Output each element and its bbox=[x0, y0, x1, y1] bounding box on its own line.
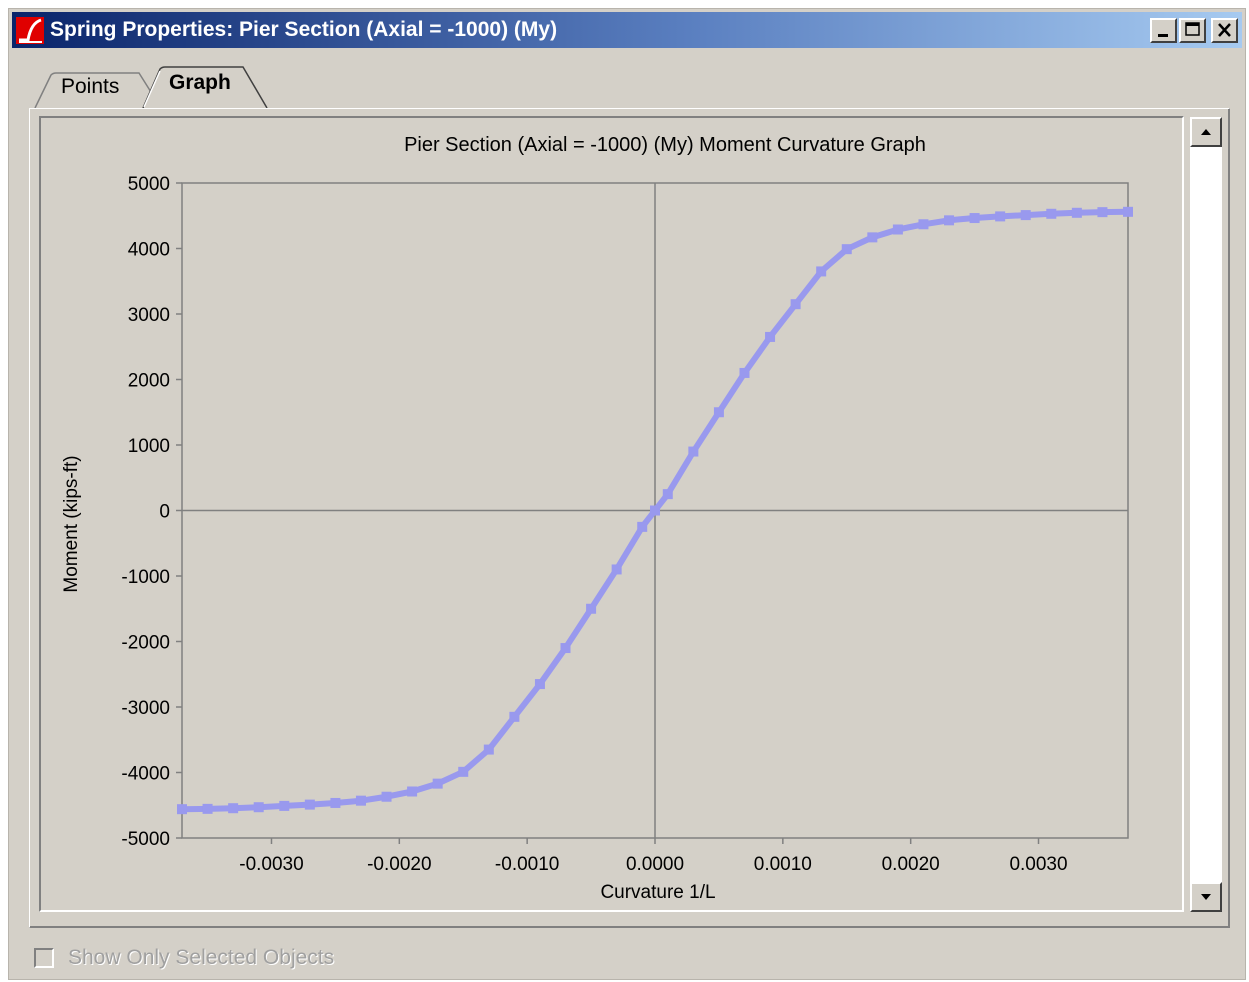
maximize-icon bbox=[1185, 22, 1200, 36]
data-point-marker bbox=[1046, 208, 1057, 219]
show-only-selected-label: Show Only Selected Objects bbox=[68, 946, 335, 969]
title-bar[interactable]: Spring Properties: Pier Section (Axial =… bbox=[12, 12, 1242, 48]
data-point-marker bbox=[355, 795, 366, 806]
data-point-marker bbox=[458, 766, 469, 777]
x-tick-label: 0.0030 bbox=[1009, 854, 1067, 875]
show-only-selected-checkbox[interactable] bbox=[34, 948, 54, 968]
tab-graph-label: Graph bbox=[169, 71, 231, 94]
data-point-marker bbox=[611, 564, 622, 575]
data-point-marker bbox=[509, 711, 520, 722]
y-tick-label: 2000 bbox=[128, 371, 170, 392]
data-point-marker bbox=[560, 643, 571, 654]
data-point-marker bbox=[637, 521, 648, 532]
tab-points-label: Points bbox=[61, 75, 120, 98]
moment-curvature-chart: Pier Section (Axial = -1000) (My) Moment… bbox=[61, 134, 1133, 903]
x-tick-label: 0.0020 bbox=[882, 854, 940, 875]
data-point-marker bbox=[918, 219, 929, 230]
x-tick-label: -0.0020 bbox=[367, 854, 431, 875]
minimize-button[interactable] bbox=[1150, 18, 1177, 43]
data-point-marker bbox=[739, 367, 750, 378]
data-point-marker bbox=[867, 232, 878, 243]
data-point-marker bbox=[1097, 207, 1108, 218]
data-point-marker bbox=[483, 744, 494, 755]
y-tick-label: -3000 bbox=[121, 698, 170, 719]
data-point-marker bbox=[765, 331, 776, 342]
arrow-up-icon bbox=[1201, 129, 1211, 135]
tab-points[interactable]: Points bbox=[49, 71, 149, 107]
close-icon bbox=[1218, 23, 1231, 37]
minimize-icon bbox=[1158, 34, 1168, 37]
x-axis-label: Curvature 1/L bbox=[600, 882, 715, 903]
scroll-up-button[interactable] bbox=[1190, 117, 1222, 147]
x-tick-label: -0.0030 bbox=[239, 854, 303, 875]
data-point-marker bbox=[330, 797, 341, 808]
tab-strip bbox=[34, 66, 268, 109]
chart-title: Pier Section (Axial = -1000) (My) Moment… bbox=[404, 134, 926, 156]
app-logo-icon bbox=[16, 17, 44, 44]
data-point-marker bbox=[177, 804, 187, 815]
data-point-marker bbox=[1071, 207, 1082, 218]
y-axis-label: Moment (kips-ft) bbox=[61, 455, 82, 592]
data-point-marker bbox=[1020, 210, 1031, 221]
y-tick-label: -2000 bbox=[121, 633, 170, 654]
tab-graph[interactable]: Graph bbox=[154, 65, 259, 107]
data-point-marker bbox=[713, 407, 724, 418]
data-point-marker bbox=[892, 224, 903, 235]
y-tick-label: 0 bbox=[159, 502, 170, 523]
data-point-marker bbox=[202, 803, 213, 814]
y-tick-label: 1000 bbox=[128, 436, 170, 457]
close-button[interactable] bbox=[1211, 18, 1238, 43]
data-point-marker bbox=[534, 679, 545, 690]
x-tick-label: 0.0010 bbox=[754, 854, 812, 875]
data-point-marker bbox=[586, 603, 597, 614]
y-tick-label: -1000 bbox=[121, 567, 170, 588]
data-point-marker bbox=[969, 213, 980, 224]
vertical-scrollbar[interactable] bbox=[1189, 116, 1223, 913]
data-point-marker bbox=[304, 799, 315, 810]
data-point-marker bbox=[1123, 206, 1133, 217]
data-point-marker bbox=[432, 778, 443, 789]
chart-frame: Pier Section (Axial = -1000) (My) Moment… bbox=[39, 116, 1184, 912]
data-point-marker bbox=[650, 505, 660, 516]
data-point-marker bbox=[228, 803, 239, 814]
data-point-marker bbox=[944, 215, 955, 226]
window-title: Spring Properties: Pier Section (Axial =… bbox=[50, 18, 558, 41]
data-point-marker bbox=[995, 211, 1006, 222]
x-tick-label: 0.0000 bbox=[626, 854, 684, 875]
y-tick-label: -4000 bbox=[121, 764, 170, 785]
y-tick-label: -5000 bbox=[121, 829, 170, 850]
y-tick-label: 5000 bbox=[128, 174, 170, 195]
data-point-marker bbox=[381, 791, 392, 802]
data-point-marker bbox=[790, 299, 801, 310]
y-tick-label: 3000 bbox=[128, 305, 170, 326]
arrow-down-icon bbox=[1201, 894, 1211, 900]
spring-properties-window: Spring Properties: Pier Section (Axial =… bbox=[8, 8, 1246, 980]
y-tick-label: 4000 bbox=[128, 240, 170, 261]
scroll-down-button[interactable] bbox=[1190, 882, 1222, 912]
x-tick-label: -0.0010 bbox=[495, 854, 559, 875]
data-point-marker bbox=[279, 800, 290, 811]
data-point-marker bbox=[407, 786, 418, 797]
data-point-marker bbox=[688, 446, 699, 457]
maximize-button[interactable] bbox=[1179, 18, 1206, 43]
data-point-marker bbox=[662, 489, 673, 500]
data-point-marker bbox=[816, 266, 827, 277]
data-point-marker bbox=[253, 802, 264, 813]
data-point-marker bbox=[841, 244, 852, 255]
